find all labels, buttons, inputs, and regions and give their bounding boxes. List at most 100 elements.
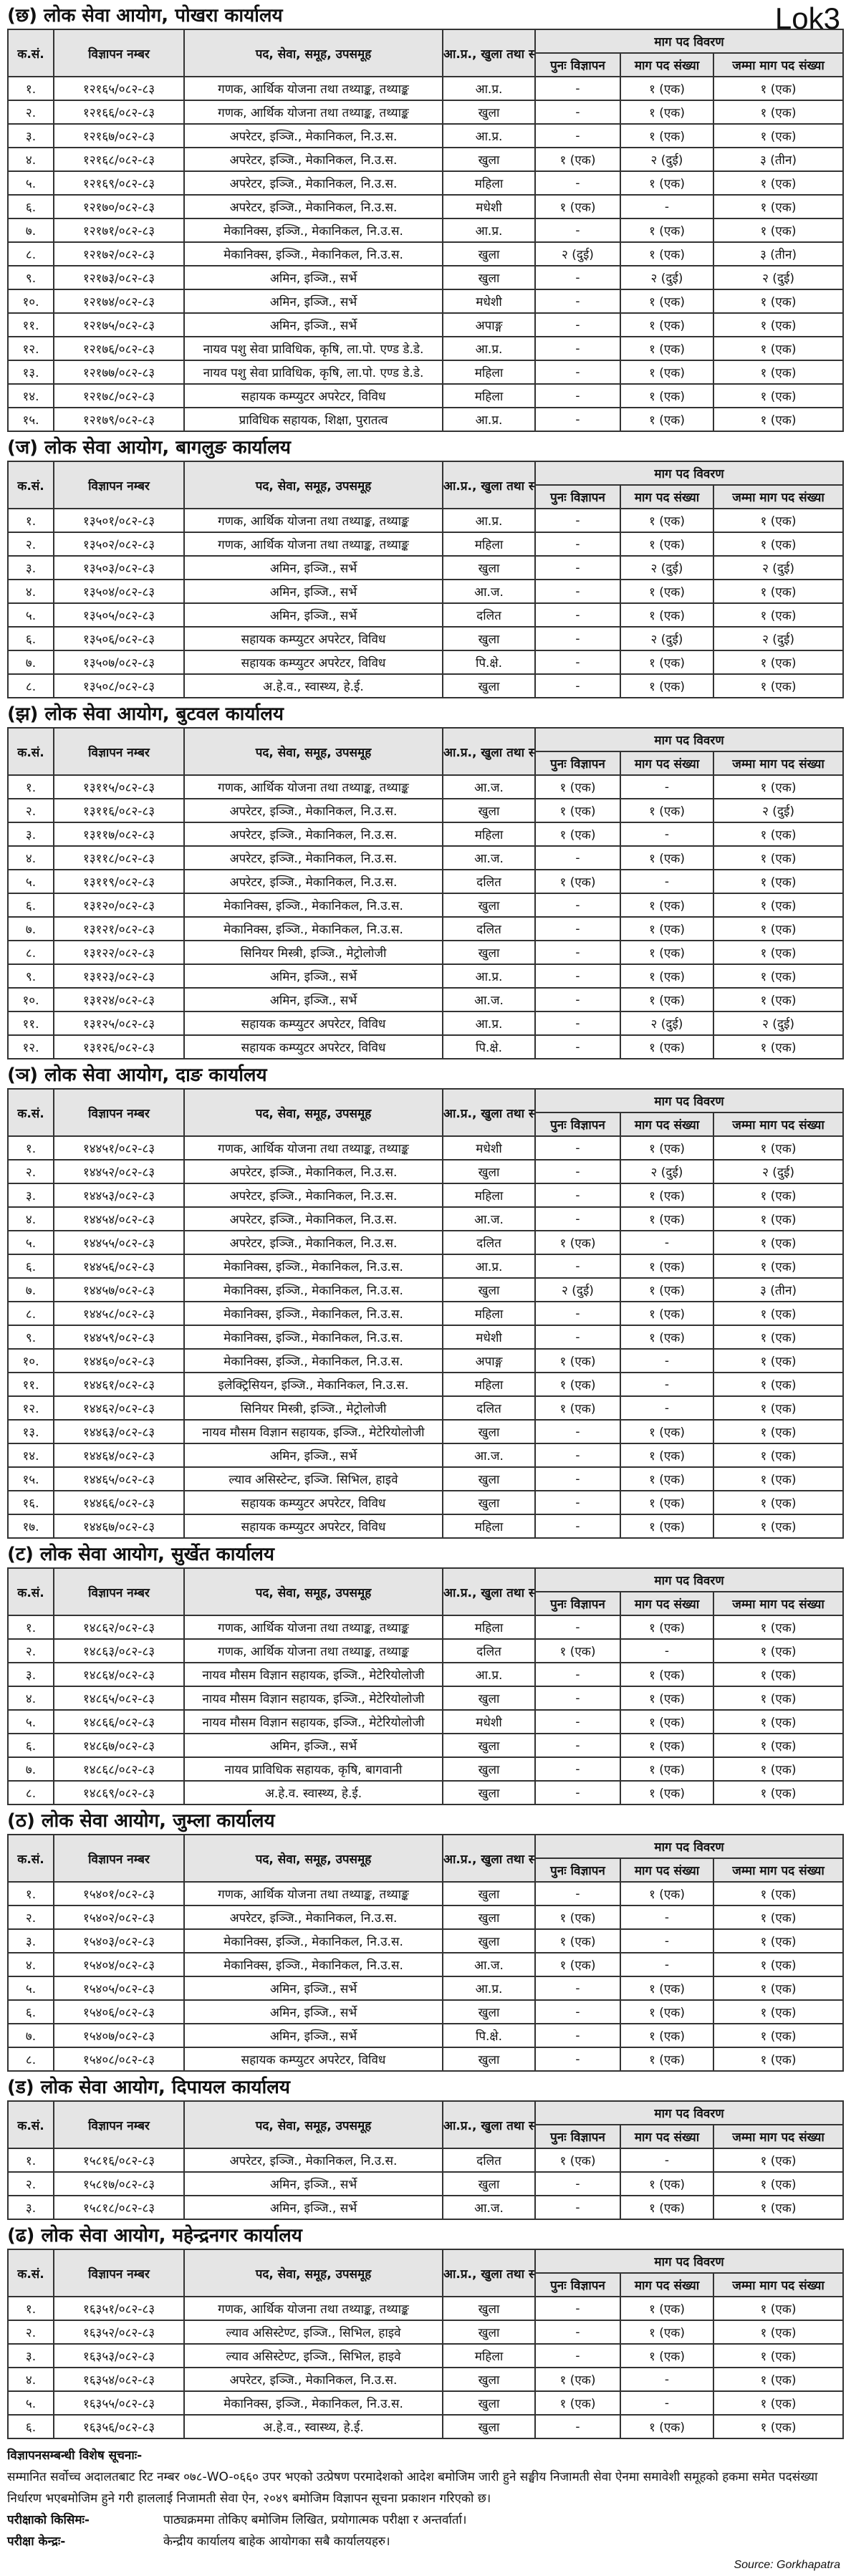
re-advertisement-count: - xyxy=(534,2414,621,2439)
demand-count: १ (एक) xyxy=(620,1662,714,1687)
demand-count: - xyxy=(620,774,714,799)
subheader-row: पुनः विज्ञापन माग पद संख्या जम्मा माग पद स… xyxy=(8,484,845,509)
notes-heading: विज्ञापनसम्बन्धी विशेष सूचनाः- xyxy=(7,2448,143,2463)
re-advertisement-count: - xyxy=(534,1780,621,1805)
demand-count: १ (एक) xyxy=(620,1135,714,1160)
serial-number: ५. xyxy=(7,2390,54,2416)
quota-category: आ.प्र. xyxy=(442,1011,536,1036)
re-advertisement-count: - xyxy=(534,508,621,533)
re-advertisement-count: २ (दुई) xyxy=(534,1277,621,1302)
advertisement-number: १६३५६/०८२-८३ xyxy=(53,2414,185,2439)
header-demand-count: माग पद संख्या xyxy=(620,1112,714,1137)
header-serial: क.सं. xyxy=(7,29,54,77)
table-row: २. १४४५२/०८२-८३ अपरेटर, इञ्जि., मेकानिकल, … xyxy=(7,1159,845,1184)
serial-number: १. xyxy=(7,1135,54,1160)
post-service-group: मेकानिक्स, इञ्जि., मेकानिकल, नि.उ.स. xyxy=(183,916,443,941)
re-advertisement-count: - xyxy=(534,265,621,290)
demand-count: १ (एक) xyxy=(620,532,714,557)
serial-number: ३. xyxy=(7,2343,54,2368)
table-row: २. १२१६६/०८२-८३ गणक, आर्थिक योजना तथा तथ्य… xyxy=(7,100,845,125)
table-row: ८. १३५०८/०८२-८३ अ.हे.व., स्वास्थ्य, हे.ई. ख… xyxy=(7,673,845,698)
post-service-group: अ.हे.व., स्वास्थ्य, हे.ई. xyxy=(183,2414,443,2439)
table-row: ९. १४४५९/०८२-८३ मेकानिक्स, इञ्जि., मेकानिक… xyxy=(7,1325,845,1350)
post-service-group: सहायक कम्प्युटर अपरेटर, विविध xyxy=(183,383,443,408)
demand-count: १ (एक) xyxy=(620,508,714,533)
advertisement-number: १२१६८/०८२-८३ xyxy=(53,147,185,172)
re-advertisement-count: - xyxy=(534,555,621,580)
post-service-group: नायव पशु सेवा प्राविधिक, कृषि, ला.पो. एण… xyxy=(183,336,443,361)
table-row: ३. १६३५३/०८२-८३ ल्याव असिस्टेण्ट, इञ्जि., … xyxy=(7,2343,845,2368)
advertisement-number: १५४०४/०८२-८३ xyxy=(53,1952,185,1977)
serial-number: ८. xyxy=(7,1301,54,1326)
serial-number: १. xyxy=(7,2148,54,2173)
header-quota: आ.प्र., खुला तथा समावेशी xyxy=(442,29,536,77)
total-demand-count: १ (एक) xyxy=(712,1419,845,1444)
post-service-group: अपरेटर, इञ्जि., मेकानिकल, नि.उ.स. xyxy=(183,869,443,894)
advertisement-number: १६३५४/०८२-८३ xyxy=(53,2367,185,2392)
serial-number: १०. xyxy=(7,1348,54,1373)
advertisement-number: १५४०८/०८२-८३ xyxy=(53,2047,185,2072)
demand-count: १ (एक) xyxy=(620,76,714,101)
post-service-group: अमिन, इञ्जि., सर्भे xyxy=(183,1443,443,1468)
header-total-demand: जम्मा माग पद संख्या xyxy=(712,484,845,509)
header-re-advertisement: पुनः विज्ञापन xyxy=(534,2272,621,2297)
serial-number: ३. xyxy=(7,822,54,847)
post-service-group: अमिन, इञ्जि., सर्भे xyxy=(183,963,443,989)
table-row: २. १६३५२/०८२-८३ ल्याव असिस्टेण्ट, इञ्जि., … xyxy=(7,2320,845,2345)
exam-center-value: केन्द्रीय कार्यालय बाहेक आयोगका सबै कार्… xyxy=(163,2534,390,2549)
total-demand-count: १ (एक) xyxy=(712,2367,845,2392)
demand-count: - xyxy=(620,1395,714,1421)
post-service-group: अमिन, इञ्जि., सर्भे xyxy=(183,265,443,290)
demand-count: १ (एक) xyxy=(620,1034,714,1059)
quota-category: खुला xyxy=(442,673,536,698)
quota-category: मधेशी xyxy=(442,1709,536,1734)
post-service-group: अमिन, इञ्जि., सर्भे xyxy=(183,579,443,604)
post-service-group: गणक, आर्थिक योजना तथा तथ्याङ्क, तथ्याङ्क xyxy=(183,774,443,799)
re-advertisement-count: - xyxy=(534,1135,621,1160)
total-demand-count: १ (एक) xyxy=(712,1709,845,1734)
re-advertisement-count: - xyxy=(534,1976,621,2001)
post-service-group: सहायक कम्प्युटर अपरेटर, विविध xyxy=(183,1514,443,1539)
post-service-group: अ.हे.व., स्वास्थ्य, हे.ई. xyxy=(183,673,443,698)
demand-count: १ (एक) xyxy=(620,218,714,243)
quota-category: खुला xyxy=(442,1905,536,1930)
re-advertisement-count: १ (एक) xyxy=(534,869,621,894)
table-row: १०. १३१२४/०८२-८३ अमिन, इञ्जि., सर्भे आ.ज. -१… xyxy=(7,987,845,1012)
quota-category: मधेशी xyxy=(442,1135,536,1160)
table-row: २. १३५०२/०८२-८३ गणक, आर्थिक योजना तथा तथ्य… xyxy=(7,532,845,557)
table-row: १. १२१६५/०८२-८३ गणक, आर्थिक योजना तथा तथ्य… xyxy=(7,76,845,101)
table-row: २. १४८६३/०८२-८३ गणक, आर्थिक योजना तथा तथ्य… xyxy=(7,1638,845,1663)
demand-count: १ (एक) xyxy=(620,1443,714,1468)
quota-category: खुला xyxy=(442,893,536,918)
advertisement-number: १५८१७/०८२-८३ xyxy=(53,2171,185,2196)
quota-category: खुला xyxy=(442,147,536,172)
advertisement-number: १२१७५/०८२-८३ xyxy=(53,312,185,337)
quota-category: खुला xyxy=(442,1780,536,1805)
advertisement-number: १२१७३/०८२-८३ xyxy=(53,265,185,290)
header-serial: क.सं. xyxy=(7,1088,54,1137)
post-service-group: अपरेटर, इञ्जि., मेकानिकल, नि.उ.स. xyxy=(183,845,443,870)
post-service-group: सहायक कम्प्युटर अपरेटर, विविध xyxy=(183,2047,443,2072)
demand-count: १ (एक) xyxy=(620,2047,714,2072)
header-adv-number: विज्ञापन नम्बर xyxy=(53,1567,185,1616)
total-demand-count: १ (एक) xyxy=(712,218,845,243)
advertisement-number: १२१६५/०८२-८३ xyxy=(53,76,185,101)
serial-number: ८. xyxy=(7,1780,54,1805)
demand-count: १ (एक) xyxy=(620,1277,714,1302)
notice-notes: विज्ञापनसम्बन्धी विशेष सूचनाः- सम्मानित … xyxy=(0,2445,846,2552)
table-row: ४. १६३५४/०८२-८३ अपरेटर, इञ्जि., मेकानिकल, … xyxy=(7,2367,845,2392)
quota-category: आ.प्र. xyxy=(442,336,536,361)
re-advertisement-count: १ (एक) xyxy=(534,1395,621,1421)
re-advertisement-count: - xyxy=(534,1301,621,1326)
advertisement-number: १३१२१/०८२-८३ xyxy=(53,916,185,941)
quota-category: खुला xyxy=(442,1277,536,1302)
total-demand-count: १ (एक) xyxy=(712,602,845,628)
subheader-row: पुनः विज्ञापन माग पद संख्या जम्मा माग पद स… xyxy=(8,52,845,77)
advertisement-number: १२१७६/०८२-८३ xyxy=(53,336,185,361)
header-demand-details: माग पद विवरण xyxy=(534,1567,845,1592)
demand-count: १ (एक) xyxy=(620,336,714,361)
re-advertisement-count: - xyxy=(534,1490,621,1515)
re-advertisement-count: - xyxy=(534,383,621,408)
serial-number: ७. xyxy=(7,1756,54,1782)
advertisement-number: १४४५१/०८२-८३ xyxy=(53,1135,185,1160)
